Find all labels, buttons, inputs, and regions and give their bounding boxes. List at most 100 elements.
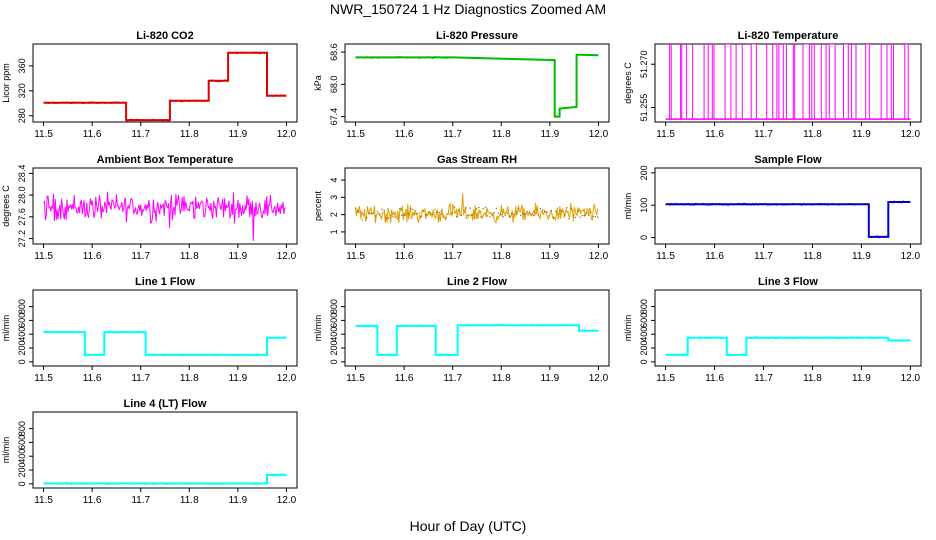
- y-axis-label: ml/min: [623, 193, 633, 220]
- data-point: [504, 214, 506, 216]
- data-point: [357, 211, 359, 213]
- y-tick-label: 800: [17, 299, 27, 314]
- data-point: [590, 211, 592, 213]
- y-tick-label: 51.255: [639, 94, 649, 122]
- y-tick-label: 360: [17, 58, 27, 73]
- data-point: [427, 211, 429, 213]
- y-tick-label: 600: [329, 313, 339, 328]
- x-tick-label: 11.6: [705, 129, 724, 140]
- plot-frame: [344, 43, 610, 123]
- x-tick-label: 11.7: [443, 129, 462, 140]
- data-point: [374, 215, 377, 217]
- y-tick-label: 68.6: [329, 43, 339, 61]
- data-point: [445, 217, 447, 219]
- data-point: [403, 214, 405, 216]
- data-point: [592, 215, 594, 218]
- chart-panel-5: Gas Stream RH percent 11.5 11.6 11.7 11.8 11.9…: [313, 154, 610, 262]
- y-tick-label: 68.0: [329, 76, 339, 94]
- y-tick-label: 0: [329, 359, 339, 364]
- data-point: [561, 210, 564, 213]
- series-line: [355, 324, 599, 356]
- data-point: [407, 213, 410, 215]
- x-tick-label: 11.9: [228, 129, 247, 140]
- x-tick-label: 12.0: [589, 373, 609, 384]
- data-point: [480, 216, 482, 218]
- data-point: [546, 211, 548, 213]
- series-noise: [125, 118, 170, 122]
- data-point: [394, 216, 396, 218]
- series-noise: [267, 336, 285, 339]
- data-point: [489, 216, 491, 218]
- data-point: [464, 207, 467, 209]
- series-noise: [578, 329, 598, 333]
- data-point: [506, 212, 509, 215]
- data-point: [416, 213, 418, 215]
- chart-panel-1: Li-820 CO2 Licor ppm 11.5 11.6 11.7 11.8 11.9 1…: [1, 30, 298, 140]
- data-point: [535, 212, 537, 214]
- data-point: [484, 206, 487, 208]
- x-tick-label: 11.8: [492, 251, 511, 262]
- series-noise: [888, 200, 910, 204]
- data-point: [541, 209, 544, 211]
- data-point: [515, 211, 517, 214]
- data-point: [431, 213, 434, 216]
- y-tick-label: 600: [17, 435, 27, 450]
- data-point: [442, 215, 445, 217]
- x-tick-label: 11.5: [656, 129, 675, 140]
- data-point: [471, 214, 473, 216]
- data-point: [473, 217, 476, 219]
- x-tick-label: 11.8: [803, 129, 822, 140]
- y-tick-label: 0: [17, 359, 27, 364]
- data-point: [563, 214, 566, 216]
- y-axis-label: Licor ppm: [1, 63, 11, 103]
- chart-title: Sample Flow: [754, 154, 822, 166]
- data-point: [530, 213, 533, 215]
- chart-title: Line 4 (LT) Flow: [124, 398, 207, 410]
- x-tick-label: 11.7: [443, 251, 462, 262]
- y-tick-label: 600: [17, 313, 27, 328]
- series-noise: [726, 353, 747, 357]
- chart-panel-7: Line 1 Flow ml/min 11.5 11.6 11.7 11.8 11.9 12.…: [1, 276, 298, 384]
- data-point: [462, 213, 465, 215]
- data-point: [495, 207, 498, 210]
- x-tick-label: 11.6: [705, 251, 724, 262]
- data-point: [438, 211, 440, 214]
- chart-title: Line 2 Flow: [447, 276, 507, 288]
- data-point: [467, 214, 469, 217]
- x-tick-label: 11.7: [131, 495, 150, 506]
- data-point: [412, 208, 414, 211]
- data-layer: [43, 330, 287, 357]
- data-point: [425, 214, 427, 216]
- x-tick-label: 11.9: [540, 251, 559, 262]
- x-tick-label: 11.6: [395, 373, 414, 384]
- series-line: [43, 191, 287, 242]
- data-layer: [665, 200, 911, 239]
- data-point: [405, 209, 407, 211]
- data-point: [588, 214, 590, 216]
- x-tick-label: 12.0: [901, 129, 921, 140]
- chart-panel-8: Line 2 Flow ml/min 11.5 11.6 11.7 11.8 11.9 12.…: [313, 276, 610, 384]
- y-tick-label: 600: [639, 313, 649, 328]
- data-layer: [354, 193, 599, 225]
- series-noise: [43, 101, 127, 105]
- data-point: [387, 217, 390, 219]
- x-tick-label: 11.8: [803, 373, 822, 384]
- y-axis-label: ml/min: [623, 315, 633, 342]
- data-point: [513, 213, 515, 215]
- chart-panel-9: Line 3 Flow ml/min 11.5 11.6 11.7 11.8 11.9 12.…: [623, 276, 922, 384]
- data-point: [566, 207, 568, 209]
- y-tick-label: 280: [17, 108, 27, 123]
- plot-frame: [344, 289, 610, 367]
- chart-panel-2: Li-820 Pressure kPa 11.5 11.6 11.7 11.8 11.9 12…: [313, 30, 610, 140]
- data-point: [368, 212, 370, 215]
- data-point: [361, 219, 363, 221]
- series-noise: [355, 324, 377, 328]
- x-tick-label: 11.5: [346, 129, 365, 140]
- series-line: [665, 336, 911, 356]
- data-point: [497, 212, 500, 215]
- data-point: [559, 209, 561, 212]
- y-tick-label: 0: [17, 481, 27, 486]
- data-point: [502, 216, 504, 218]
- x-tick-label: 11.7: [131, 251, 150, 262]
